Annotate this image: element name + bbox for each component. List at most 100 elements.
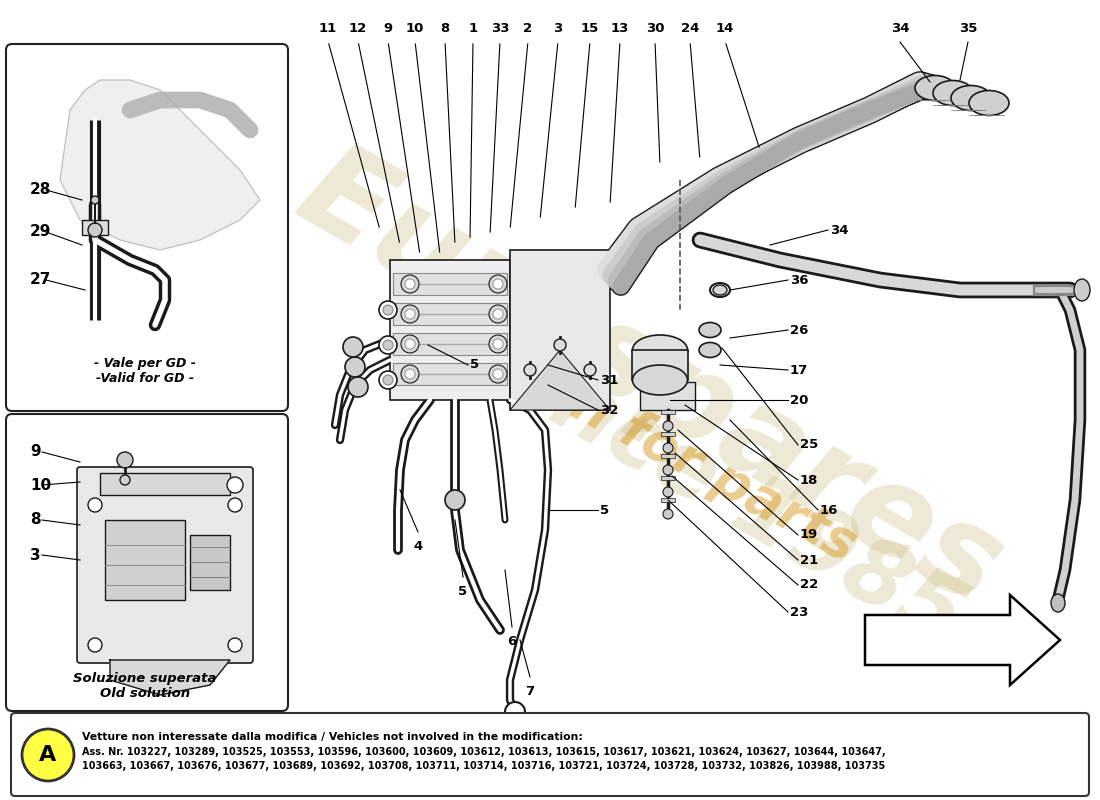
Text: 1: 1 <box>469 22 477 35</box>
Circle shape <box>345 357 365 377</box>
Polygon shape <box>865 595 1060 685</box>
Text: passion for parts: passion for parts <box>395 288 866 572</box>
Circle shape <box>383 340 393 350</box>
Circle shape <box>383 375 393 385</box>
Bar <box>393 303 507 325</box>
Circle shape <box>505 702 525 722</box>
Circle shape <box>663 509 673 519</box>
Text: 34: 34 <box>830 223 848 237</box>
Bar <box>661 476 675 480</box>
FancyBboxPatch shape <box>510 250 610 410</box>
Text: 27: 27 <box>30 273 52 287</box>
Ellipse shape <box>1050 594 1065 612</box>
Text: 29: 29 <box>30 225 52 239</box>
Polygon shape <box>110 660 230 695</box>
Ellipse shape <box>933 81 974 106</box>
Text: 36: 36 <box>790 274 808 286</box>
Bar <box>661 432 675 436</box>
Circle shape <box>117 452 133 468</box>
Circle shape <box>490 365 507 383</box>
Text: 34: 34 <box>891 22 910 35</box>
Circle shape <box>584 364 596 376</box>
Text: 5: 5 <box>470 358 480 371</box>
Text: 26: 26 <box>790 323 808 337</box>
Text: 21: 21 <box>800 554 818 566</box>
Text: 6: 6 <box>507 635 517 648</box>
Circle shape <box>383 305 393 315</box>
Text: 10: 10 <box>30 478 51 493</box>
Ellipse shape <box>713 285 727 295</box>
Text: 30: 30 <box>646 22 664 35</box>
Text: 9: 9 <box>384 22 393 35</box>
Text: 35: 35 <box>959 22 977 35</box>
Ellipse shape <box>632 365 688 395</box>
FancyBboxPatch shape <box>390 260 510 400</box>
Bar <box>632 350 688 380</box>
Circle shape <box>490 275 507 293</box>
Text: 5: 5 <box>459 585 468 598</box>
Ellipse shape <box>698 322 720 338</box>
Text: 19: 19 <box>800 529 818 542</box>
Circle shape <box>663 421 673 431</box>
Ellipse shape <box>698 342 720 358</box>
Text: - Vale per GD -
-Valid for GD -: - Vale per GD - -Valid for GD - <box>94 357 196 385</box>
Circle shape <box>405 339 415 349</box>
FancyBboxPatch shape <box>11 713 1089 796</box>
Circle shape <box>227 477 243 493</box>
Circle shape <box>88 638 102 652</box>
Polygon shape <box>60 80 260 250</box>
Text: 16: 16 <box>820 503 838 517</box>
Text: since 1985: since 1985 <box>462 315 978 665</box>
Text: 2: 2 <box>524 22 532 35</box>
Bar <box>661 498 675 502</box>
Text: 28: 28 <box>30 182 52 198</box>
FancyBboxPatch shape <box>6 414 288 711</box>
Text: 14: 14 <box>716 22 734 35</box>
Circle shape <box>379 371 397 389</box>
Text: 32: 32 <box>600 403 618 417</box>
Circle shape <box>663 465 673 475</box>
Text: 13: 13 <box>610 22 629 35</box>
Text: Ass. Nr. 103227, 103289, 103525, 103553, 103596, 103600, 103609, 103612, 103613,: Ass. Nr. 103227, 103289, 103525, 103553,… <box>82 747 886 757</box>
Bar <box>393 333 507 355</box>
Text: A: A <box>40 745 56 765</box>
Circle shape <box>402 365 419 383</box>
Circle shape <box>493 309 503 319</box>
Circle shape <box>554 339 566 351</box>
Circle shape <box>379 336 397 354</box>
Circle shape <box>524 364 536 376</box>
Text: 25: 25 <box>800 438 818 451</box>
Text: 15: 15 <box>581 22 600 35</box>
Circle shape <box>120 475 130 485</box>
Circle shape <box>91 196 99 204</box>
Text: 23: 23 <box>790 606 808 618</box>
Circle shape <box>343 337 363 357</box>
Text: 22: 22 <box>800 578 818 591</box>
FancyBboxPatch shape <box>77 467 253 663</box>
Ellipse shape <box>952 86 991 110</box>
Circle shape <box>348 377 369 397</box>
Text: 31: 31 <box>600 374 618 386</box>
Text: 4: 4 <box>414 540 422 553</box>
Circle shape <box>402 335 419 353</box>
Circle shape <box>493 369 503 379</box>
Text: 3: 3 <box>30 547 41 562</box>
Text: 103663, 103667, 103676, 103677, 103689, 103692, 103708, 103711, 103714, 103716, : 103663, 103667, 103676, 103677, 103689, … <box>82 761 886 771</box>
Text: 3: 3 <box>553 22 562 35</box>
Circle shape <box>88 498 102 512</box>
Circle shape <box>405 369 415 379</box>
Ellipse shape <box>632 335 688 365</box>
Bar <box>393 363 507 385</box>
Text: 12: 12 <box>349 22 367 35</box>
Bar <box>100 473 230 495</box>
Text: Eurospares: Eurospares <box>277 130 1023 630</box>
Text: 8: 8 <box>440 22 450 35</box>
Text: 8: 8 <box>30 513 41 527</box>
Text: 18: 18 <box>800 474 818 486</box>
Circle shape <box>493 279 503 289</box>
Bar <box>661 410 675 414</box>
Text: Soluzione superata
Old solution: Soluzione superata Old solution <box>74 672 217 700</box>
Polygon shape <box>510 350 610 410</box>
Circle shape <box>228 638 242 652</box>
Circle shape <box>379 301 397 319</box>
